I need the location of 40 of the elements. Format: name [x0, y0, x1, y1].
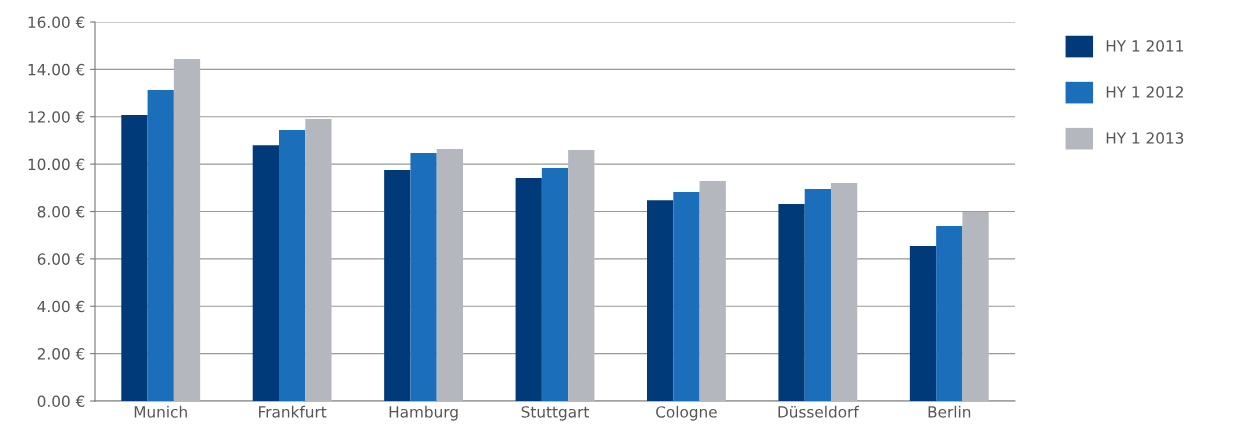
legend-label: HY 1 2012	[1106, 86, 1183, 98]
bar	[962, 211, 989, 401]
x-tick-label: Stuttgart	[521, 406, 589, 421]
bar	[831, 183, 858, 401]
y-tick-label: 4.00 €	[37, 300, 85, 313]
y-tick-label: 14.00 €	[28, 63, 85, 76]
x-tick-label: Cologne	[656, 405, 717, 421]
bar	[147, 89, 174, 401]
bar	[410, 152, 437, 401]
y-tick-label: 6.00 €	[37, 253, 85, 265]
legend-label: HY 1 2013	[1106, 132, 1184, 144]
y-tick-label: 8.00 €	[37, 205, 85, 218]
bar	[252, 145, 279, 401]
bar	[515, 178, 542, 401]
x-tick-label: Munich	[134, 405, 187, 418]
bar	[305, 119, 332, 401]
x-tick-label: Frankfurt	[259, 405, 327, 418]
bar	[936, 225, 963, 401]
x-tick-label: Düsseldorf	[778, 405, 860, 418]
bar	[436, 148, 463, 401]
legend-label: HY 1 2011	[1106, 40, 1183, 52]
bar	[699, 180, 726, 401]
bar	[804, 189, 831, 401]
bar	[173, 58, 201, 401]
bar	[647, 200, 674, 401]
y-tick-label: 16.00 €	[28, 16, 85, 29]
bar	[778, 203, 805, 401]
bar	[541, 167, 569, 401]
bar	[568, 149, 595, 401]
y-tick-label: 10.00 €	[28, 158, 85, 171]
y-tick-label: 2.00 €	[37, 348, 85, 360]
y-tick-label: 0.00 €	[37, 395, 85, 408]
x-tick-label: Berlin	[928, 405, 971, 418]
bar	[384, 170, 411, 401]
y-tick-label: 12.00 €	[28, 111, 85, 123]
bar	[673, 192, 700, 401]
bar	[279, 130, 306, 401]
bar	[121, 115, 148, 401]
bar	[909, 246, 937, 401]
x-tick-label: Hamburg	[389, 405, 458, 421]
